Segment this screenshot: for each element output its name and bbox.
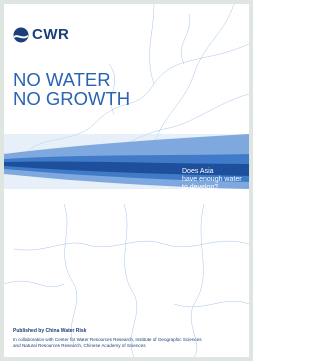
question-line: Does Asia [182,168,242,176]
logo-text: CWR [32,26,69,43]
title-line: NO WATER [13,70,130,89]
publisher-block: Published by China Water Risk In collabo… [13,328,202,348]
publisher: Published by China Water Risk [13,328,202,334]
question: Does Asia have enough water to develop? [182,168,242,192]
cover: CWR NO WATER NO GROWTH Does Asia have en… [0,0,253,361]
collaboration: In collaboration with Center for Water R… [13,337,202,348]
title: NO WATER NO GROWTH [13,70,130,108]
logo-icon [13,27,29,43]
logo: CWR [13,26,69,43]
collaboration-line: and Natural Resources Research, Chinese … [13,343,202,349]
collaboration-line: In collaboration with Center for Water R… [13,337,202,343]
question-line: to develop? [182,184,242,192]
page: CWR NO WATER NO GROWTH Does Asia have en… [4,4,249,357]
question-line: have enough water [182,176,242,184]
title-line: NO GROWTH [13,89,130,108]
